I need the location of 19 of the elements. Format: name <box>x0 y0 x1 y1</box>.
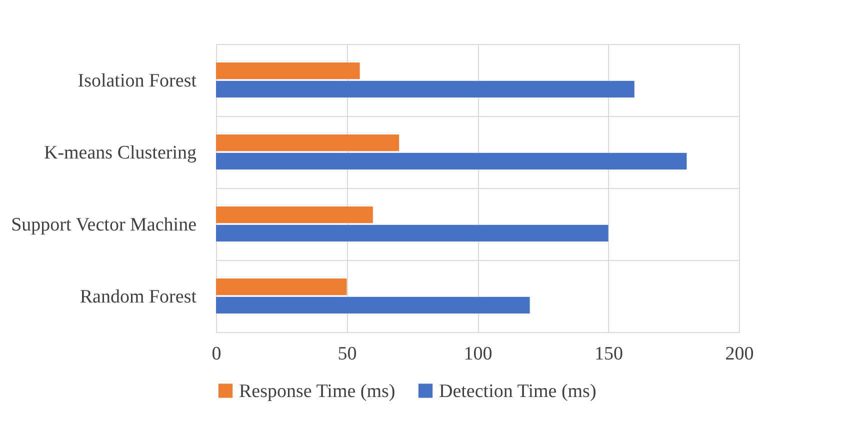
bar <box>216 206 373 224</box>
x-tick-label: 200 <box>725 344 754 364</box>
y-tick-label: Isolation Forest <box>78 70 198 92</box>
x-tick-label: 50 <box>338 344 357 364</box>
y-tick-label: K-means Clustering <box>44 142 197 164</box>
bar <box>216 296 530 314</box>
bar <box>216 80 634 98</box>
bar <box>216 278 347 296</box>
bar <box>216 224 608 242</box>
bar <box>216 152 687 170</box>
x-tick-label: 150 <box>594 344 623 364</box>
legend-label: Response Time (ms) <box>239 380 396 402</box>
x-tick-label: 0 <box>212 344 222 364</box>
x-tick-label: 100 <box>464 344 492 364</box>
legend-label: Detection Time (ms) <box>439 380 596 402</box>
bar <box>216 62 360 80</box>
y-tick-label: Random Forest <box>80 286 198 308</box>
y-tick-label: Support Vector Machine <box>11 214 196 236</box>
bar <box>216 134 400 152</box>
